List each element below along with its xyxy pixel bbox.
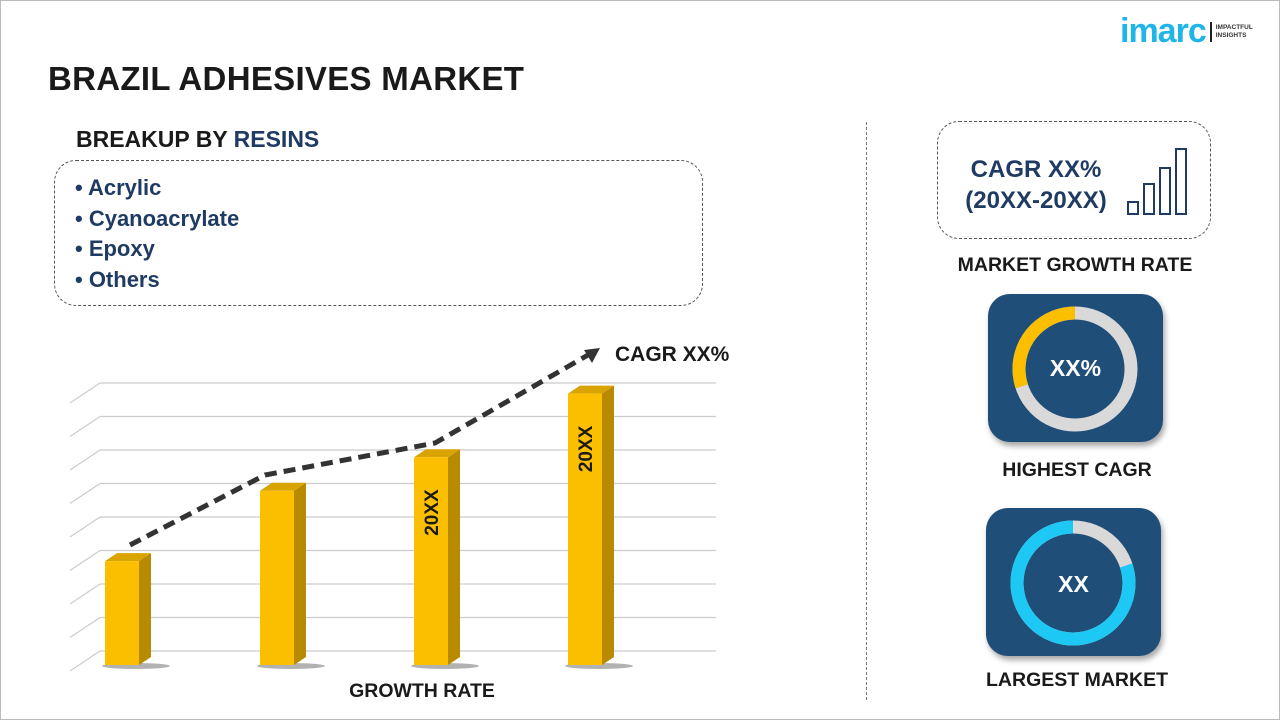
gridline-depth bbox=[69, 550, 101, 571]
logo-tagline-1: IMPACTFUL bbox=[1215, 23, 1253, 31]
gridline-depth bbox=[69, 583, 101, 605]
logo-tagline: IMPACTFUL INSIGHTS bbox=[1216, 24, 1253, 40]
bar-top bbox=[260, 482, 306, 491]
breakup-prefix: BREAKUP BY bbox=[76, 126, 234, 152]
section-divider bbox=[866, 122, 867, 700]
highest-cagr-tile: XX% bbox=[988, 294, 1163, 442]
largest-market-tile: XX bbox=[986, 508, 1161, 656]
gridline-depth bbox=[69, 483, 101, 504]
list-item: • Acrylic bbox=[75, 175, 162, 200]
gridline-depth bbox=[69, 382, 101, 404]
bar-top bbox=[414, 449, 460, 458]
list-item: • Epoxy bbox=[75, 236, 155, 261]
bar bbox=[105, 561, 139, 665]
cagr-box: CAGR XX% (20XX-20XX) bbox=[937, 121, 1211, 239]
trend-arrowhead bbox=[584, 348, 600, 363]
market-growth-label: MARKET GROWTH RATE bbox=[957, 254, 1193, 276]
cagr-period: (20XX-20XX) bbox=[965, 187, 1107, 214]
highest-cagr-ring bbox=[1012, 306, 1138, 432]
x-axis-label: GROWTH RATE bbox=[349, 680, 495, 702]
cagr-text: CAGR XX% (20XX-20XX) bbox=[938, 154, 1134, 216]
cagr-value: CAGR XX% bbox=[970, 156, 1102, 183]
bar-side bbox=[448, 449, 460, 665]
bar-data-label: 20XX bbox=[576, 425, 597, 472]
list-item: • Others bbox=[75, 266, 160, 292]
ring-fill bbox=[1012, 306, 1138, 432]
logo-tagline-2: INSIGHTS bbox=[1215, 31, 1247, 39]
trend-annotation: CAGR XX% bbox=[615, 343, 730, 366]
highest-cagr-value: XX% bbox=[1049, 355, 1102, 381]
bar bbox=[414, 457, 448, 665]
gridline-depth bbox=[69, 617, 101, 638]
bar-chart-icon bbox=[1127, 148, 1187, 215]
trend-line bbox=[128, 352, 590, 548]
largest-market-label: LARGEST MARKET bbox=[986, 669, 1168, 691]
growth-chart: 20XX 20XX CAGR XX% bbox=[69, 343, 730, 672]
bar-top bbox=[105, 553, 151, 562]
highest-cagr-label: HIGHEST CAGR bbox=[1002, 459, 1152, 481]
bar bbox=[568, 393, 602, 665]
gridline-depth bbox=[69, 650, 101, 672]
logo-separator bbox=[1209, 21, 1212, 42]
bar bbox=[260, 490, 294, 665]
bar-side bbox=[602, 385, 614, 665]
gridline-depth bbox=[69, 516, 101, 538]
segment-list: • Acrylic • Cyanoacrylate • Epoxy • Othe… bbox=[54, 160, 703, 306]
breakup-accent: RESINS bbox=[233, 126, 320, 152]
list-item: • Cyanoacrylate bbox=[75, 205, 240, 231]
bar-side bbox=[139, 553, 151, 665]
largest-market-ring bbox=[1010, 520, 1136, 646]
largest-market-value: XX bbox=[1058, 571, 1089, 597]
imarc-logo: imarc IMPACTFUL INSIGHTS bbox=[1120, 12, 1253, 51]
logo-word: imarc bbox=[1120, 12, 1207, 50]
ring-fill bbox=[1010, 520, 1136, 646]
gridline-depth bbox=[69, 449, 101, 471]
page-title: BRAZIL ADHESIVES MARKET bbox=[48, 60, 525, 97]
bar-top bbox=[568, 385, 614, 394]
breakup-heading: BREAKUP BY RESINS bbox=[76, 126, 319, 153]
bar-side bbox=[294, 482, 306, 665]
bar-data-label: 20XX bbox=[422, 489, 443, 536]
gridline-depth bbox=[69, 416, 101, 437]
